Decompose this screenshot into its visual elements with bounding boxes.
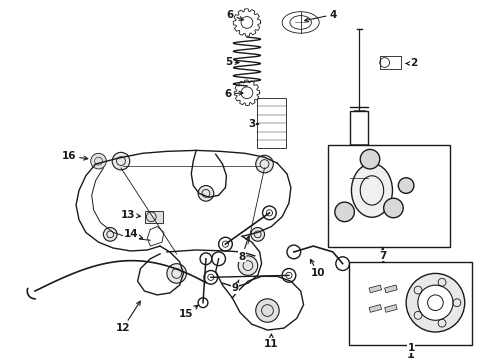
Text: 12: 12 [116, 301, 140, 333]
Circle shape [263, 206, 276, 220]
Bar [385, 285, 397, 293]
Bar [328, 144, 450, 247]
Circle shape [204, 270, 218, 284]
Bar [257, 98, 286, 148]
Ellipse shape [351, 163, 392, 217]
Text: 6: 6 [227, 10, 243, 20]
Text: 15: 15 [179, 305, 198, 319]
Circle shape [287, 245, 301, 259]
Text: 1: 1 [407, 350, 415, 360]
Text: 10: 10 [311, 259, 325, 278]
Text: 3: 3 [248, 119, 259, 129]
Bar [385, 305, 397, 312]
Circle shape [282, 269, 296, 282]
Bar [146, 211, 163, 222]
Circle shape [384, 198, 403, 218]
Bar [380, 56, 401, 69]
Circle shape [91, 153, 106, 169]
Circle shape [360, 149, 380, 169]
Bar [349, 262, 471, 345]
Circle shape [398, 178, 414, 193]
Circle shape [167, 264, 186, 283]
Circle shape [406, 274, 465, 332]
Text: 6: 6 [225, 89, 243, 99]
Text: 4: 4 [305, 10, 337, 22]
Circle shape [238, 256, 258, 275]
Text: 7: 7 [379, 247, 387, 261]
Circle shape [103, 228, 117, 241]
Circle shape [251, 228, 265, 241]
Bar [369, 285, 382, 293]
Text: 16: 16 [62, 151, 88, 161]
Text: 7: 7 [379, 255, 387, 265]
Circle shape [335, 202, 354, 222]
Circle shape [212, 252, 225, 266]
Text: 11: 11 [264, 334, 279, 349]
Circle shape [112, 152, 130, 170]
Circle shape [256, 155, 273, 173]
Text: 9: 9 [232, 280, 239, 293]
Circle shape [336, 257, 349, 270]
Text: 5: 5 [225, 58, 239, 67]
Circle shape [219, 237, 232, 251]
Circle shape [198, 298, 208, 307]
Circle shape [352, 216, 366, 229]
Text: 14: 14 [123, 229, 143, 239]
Text: 2: 2 [406, 58, 417, 68]
Bar [350, 111, 368, 222]
Circle shape [256, 299, 279, 322]
Circle shape [198, 185, 214, 201]
Circle shape [200, 253, 212, 265]
Bar [369, 305, 382, 312]
Circle shape [418, 285, 453, 320]
Text: 13: 13 [121, 210, 141, 220]
Text: 8: 8 [239, 236, 249, 262]
Text: 1: 1 [407, 343, 415, 353]
